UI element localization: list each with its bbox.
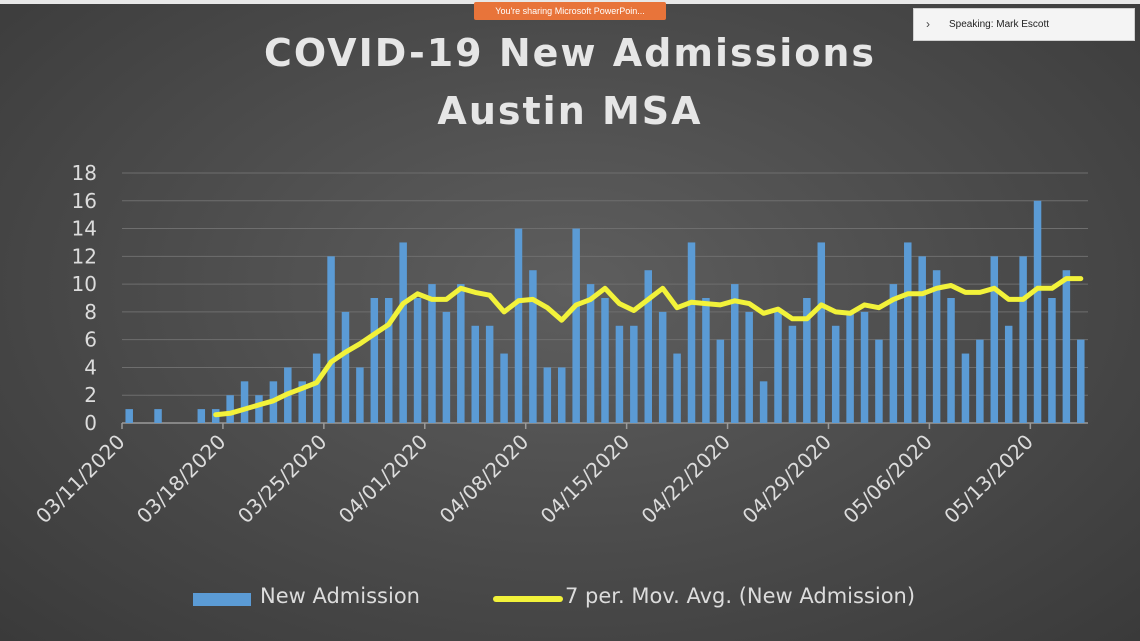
bar-new-admission xyxy=(197,409,206,423)
bar-new-admission xyxy=(687,242,696,423)
x-tick-label: 04/15/2020 xyxy=(536,430,634,528)
bar-new-admission xyxy=(658,311,667,423)
x-tick-label: 03/18/2020 xyxy=(132,430,230,528)
bar-new-admission xyxy=(875,339,883,423)
x-tick-label: 04/01/2020 xyxy=(334,430,432,528)
x-tick-label: 05/13/2020 xyxy=(939,430,1037,528)
bar-new-admission xyxy=(904,242,912,423)
bar-new-admission xyxy=(240,381,249,423)
bar-new-admission xyxy=(716,339,725,423)
bar-new-admission xyxy=(471,325,479,423)
bar-new-admission xyxy=(413,298,422,423)
y-tick-label: 18 xyxy=(72,161,97,185)
bar-new-admission xyxy=(255,395,263,423)
y-tick-label: 6 xyxy=(84,328,97,352)
y-tick-label: 10 xyxy=(72,272,97,296)
moving-average-line xyxy=(213,276,1084,418)
bar-new-admission xyxy=(947,298,955,423)
bar-new-admission xyxy=(831,325,840,423)
bar-new-admission xyxy=(384,298,393,423)
bar-new-admission xyxy=(428,284,436,423)
bar-new-admission xyxy=(514,228,523,423)
bar-new-admission xyxy=(557,367,566,423)
x-tick-label: 03/25/2020 xyxy=(233,430,331,528)
bar-new-admission xyxy=(702,298,710,423)
legend-label-bars: New Admission xyxy=(260,584,420,608)
chart-title-line2: Austin MSA xyxy=(437,89,703,133)
bar-new-admission xyxy=(601,298,609,423)
bar-new-admission xyxy=(759,381,768,423)
y-tick-label: 0 xyxy=(84,411,97,435)
bar-new-admission xyxy=(543,367,552,423)
bar-new-admission xyxy=(860,311,869,423)
bar-new-admission xyxy=(356,367,364,423)
bar-new-admission xyxy=(918,256,926,423)
bar-new-admission xyxy=(529,270,537,423)
chevron-right-icon[interactable]: › xyxy=(926,17,930,31)
bar-new-admission xyxy=(586,284,595,423)
bar-new-admission xyxy=(500,353,508,423)
bar-new-admission xyxy=(1077,339,1085,423)
bar-new-admission xyxy=(774,311,782,423)
bar-new-admission xyxy=(341,311,350,423)
x-tick-label: 05/06/2020 xyxy=(838,430,936,528)
legend-label-line: 7 per. Mov. Avg. (New Admission) xyxy=(565,584,916,608)
bar-new-admission xyxy=(846,311,854,423)
x-tick-label: 04/22/2020 xyxy=(637,430,735,528)
y-tick-label: 12 xyxy=(72,244,97,268)
bar-new-admission xyxy=(889,284,898,423)
bar-new-admission xyxy=(803,298,811,423)
y-tick-label: 14 xyxy=(72,217,97,241)
bar-new-admission xyxy=(1062,270,1071,423)
bar-new-admission xyxy=(327,256,335,423)
legend-item-bars: New Admission xyxy=(193,584,453,614)
bar-new-admission xyxy=(788,325,797,423)
bar-new-admission xyxy=(673,353,681,423)
bar-new-admission xyxy=(312,353,321,423)
y-tick-label: 2 xyxy=(84,383,97,407)
y-tick-label: 16 xyxy=(72,189,97,213)
x-tick-label: 04/29/2020 xyxy=(738,430,836,528)
y-tick-label: 8 xyxy=(84,300,97,324)
bar-new-admission xyxy=(457,284,465,423)
y-tick-label: 4 xyxy=(84,355,97,379)
bar-new-admission xyxy=(976,339,984,423)
bar-new-admission xyxy=(125,409,133,423)
x-tick-label: 03/11/2020 xyxy=(31,430,129,528)
bar-new-admission xyxy=(1019,256,1027,423)
screen-share-banner[interactable]: You're sharing Microsoft PowerPoin... xyxy=(474,2,666,20)
bar-new-admission xyxy=(226,395,234,423)
bar-new-admission xyxy=(1048,298,1056,423)
bar-new-admission xyxy=(745,311,753,423)
bar-new-admission xyxy=(731,284,739,423)
bar-new-admission xyxy=(399,242,407,423)
bar-new-admission xyxy=(990,256,999,423)
bar-new-admission xyxy=(1004,325,1013,423)
speaker-label: Speaking: Mark Escott xyxy=(949,19,1050,30)
bar-new-admission xyxy=(442,311,451,423)
bar-new-admission xyxy=(485,325,494,423)
bar-new-admission xyxy=(298,381,306,423)
legend-item-line: 7 per. Mov. Avg. (New Admission) xyxy=(493,584,973,614)
bar-new-admission xyxy=(1033,200,1042,423)
bar-new-admission xyxy=(644,270,653,423)
bar-new-admission xyxy=(615,325,624,423)
bar-new-admission xyxy=(932,270,941,423)
legend-swatch-line xyxy=(493,596,563,602)
bar-new-admission xyxy=(370,298,379,423)
legend-swatch-bar xyxy=(193,593,251,606)
x-tick-label: 04/08/2020 xyxy=(435,430,533,528)
chart-title-line1: COVID-19 New Admissions xyxy=(263,31,877,75)
bar-new-admission xyxy=(961,353,970,423)
bar-new-admission xyxy=(154,409,162,423)
bar-new-admission xyxy=(817,242,826,423)
bar-new-admission xyxy=(572,228,580,423)
speaker-indicator[interactable]: › Speaking: Mark Escott xyxy=(913,8,1135,41)
bar-new-admission xyxy=(630,325,638,423)
